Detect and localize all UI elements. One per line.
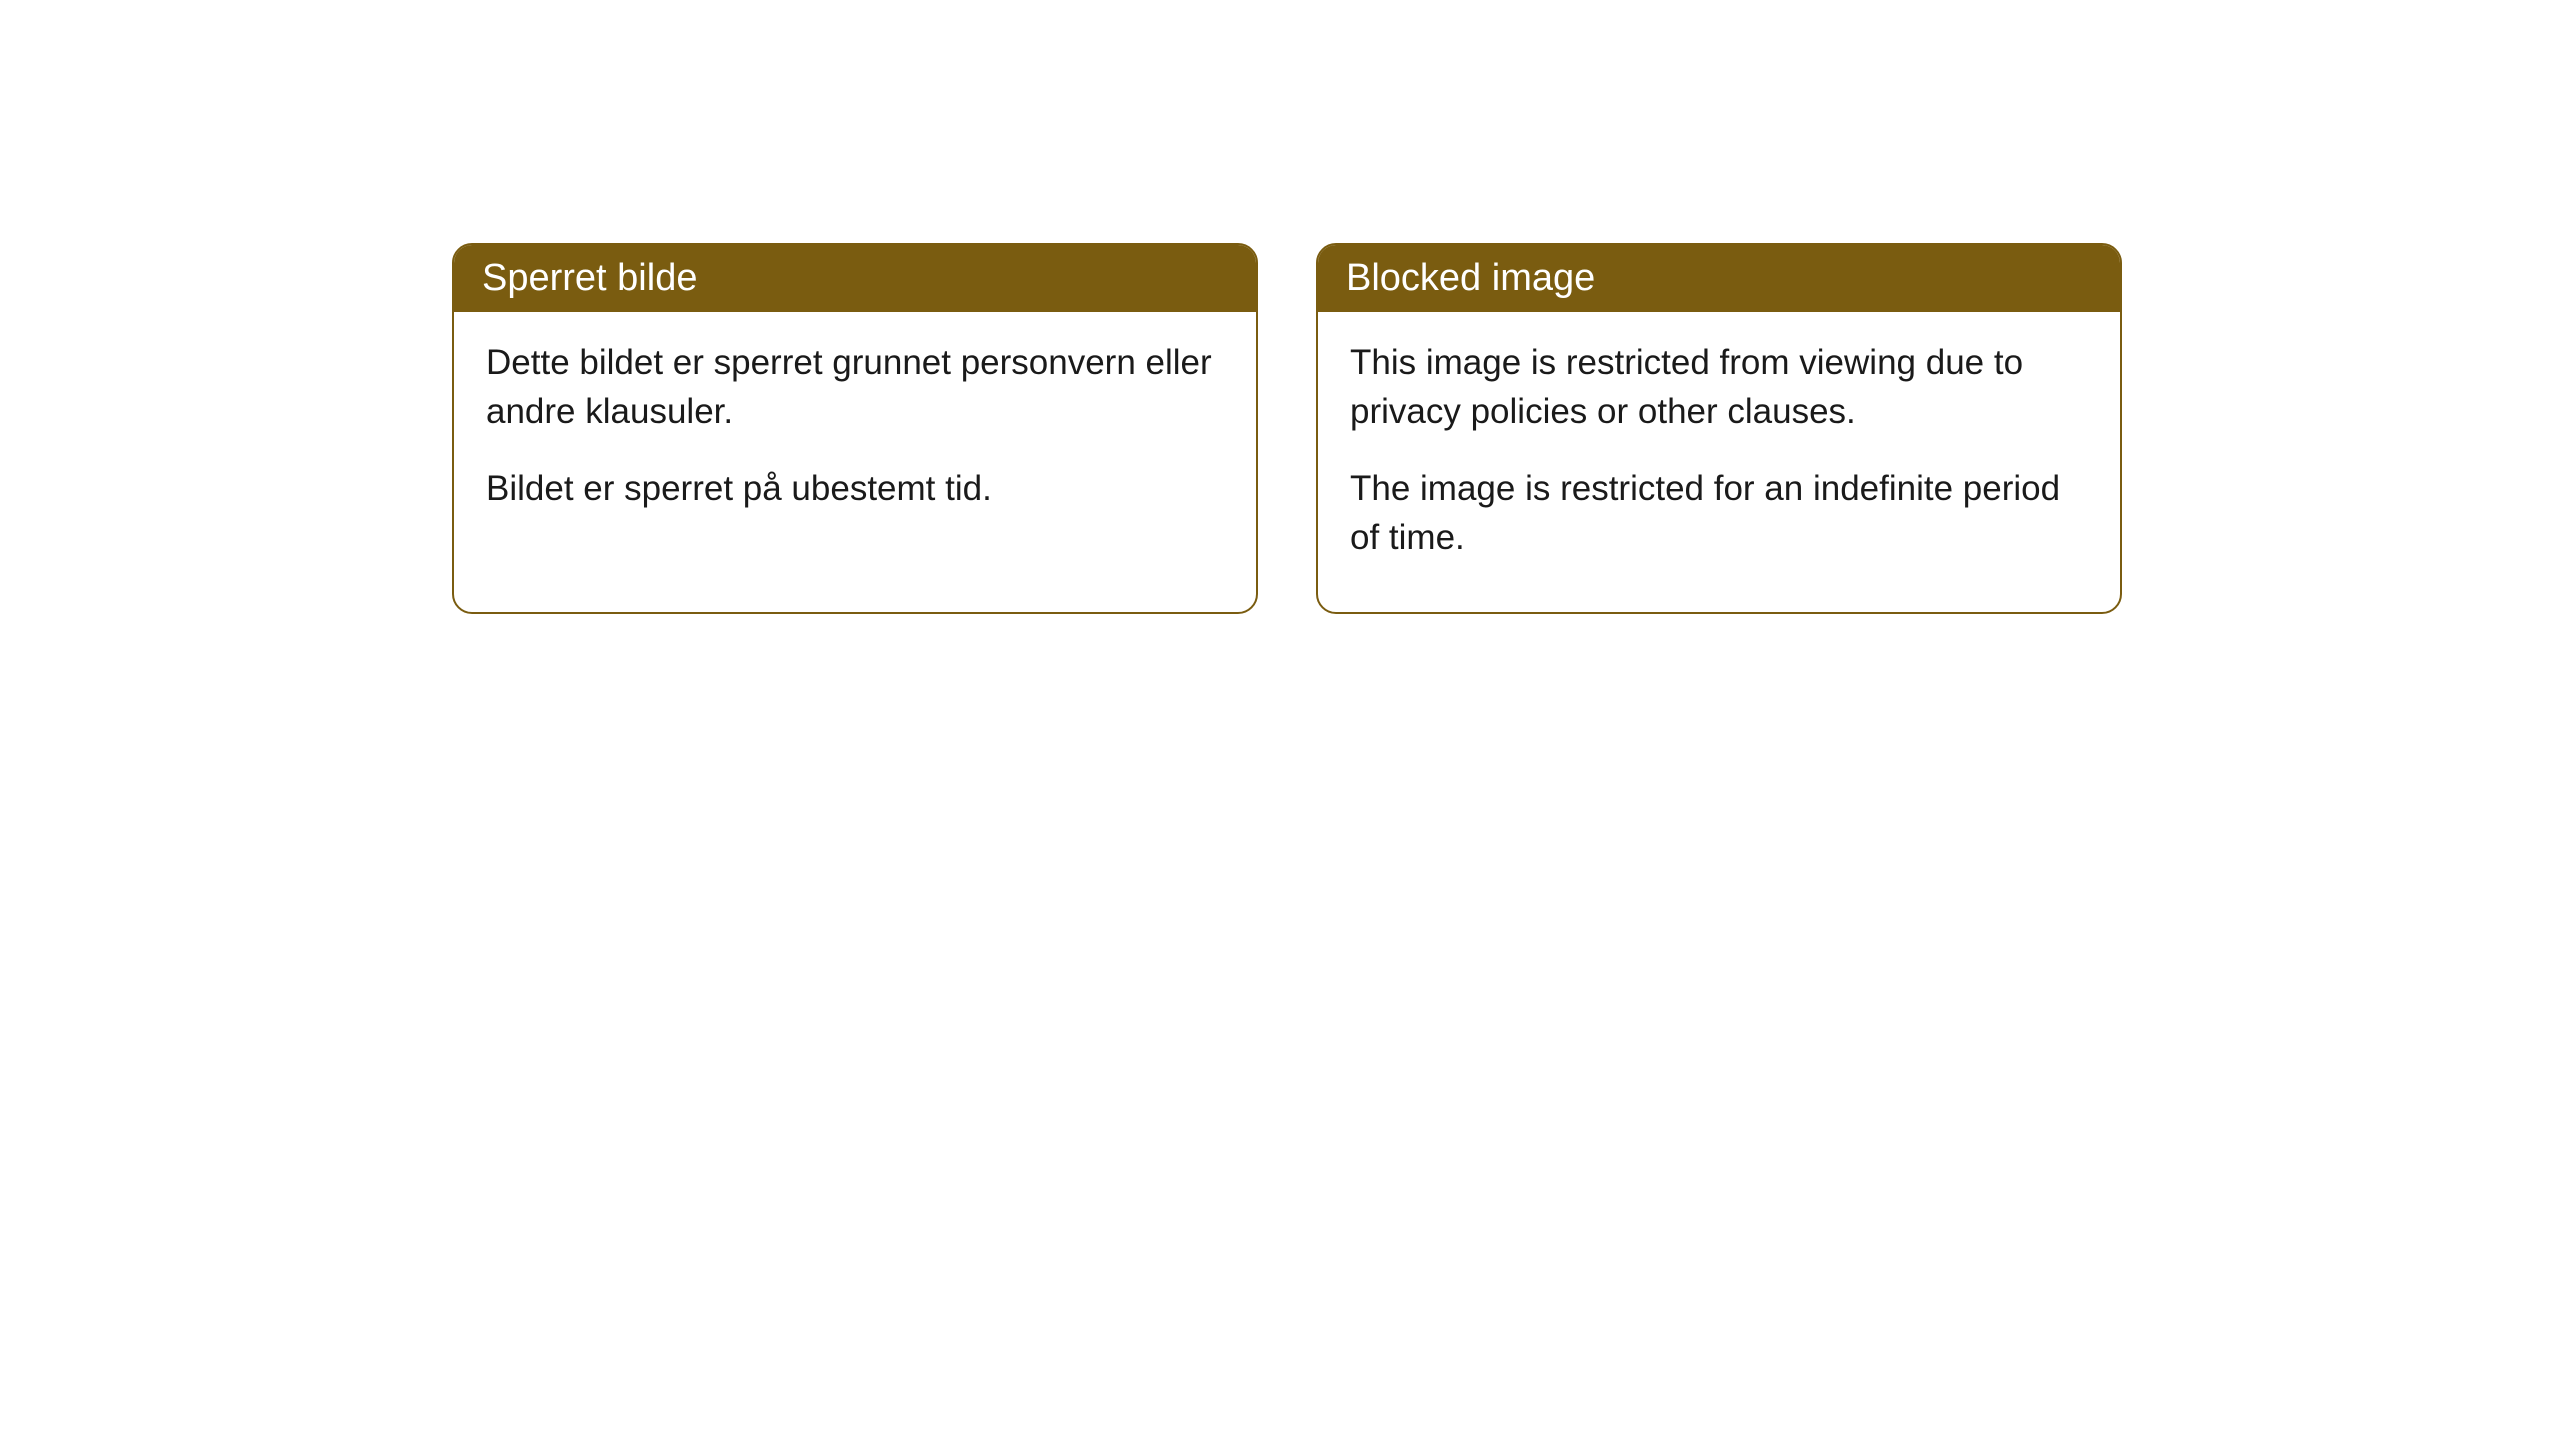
card-header: Sperret bilde <box>454 245 1256 312</box>
card-title: Blocked image <box>1346 257 1595 299</box>
card-title: Sperret bilde <box>482 257 697 299</box>
card-paragraph-2: Bildet er sperret på ubestemt tid. <box>486 464 1224 513</box>
card-paragraph-1: Dette bildet er sperret grunnet personve… <box>486 338 1224 436</box>
card-body: This image is restricted from viewing du… <box>1318 312 2120 612</box>
cards-container: Sperret bilde Dette bildet er sperret gr… <box>452 243 2560 614</box>
card-header: Blocked image <box>1318 245 2120 312</box>
blocked-image-card-norwegian: Sperret bilde Dette bildet er sperret gr… <box>452 243 1258 614</box>
blocked-image-card-english: Blocked image This image is restricted f… <box>1316 243 2122 614</box>
card-body: Dette bildet er sperret grunnet personve… <box>454 312 1256 563</box>
card-paragraph-2: The image is restricted for an indefinit… <box>1350 464 2088 562</box>
card-paragraph-1: This image is restricted from viewing du… <box>1350 338 2088 436</box>
